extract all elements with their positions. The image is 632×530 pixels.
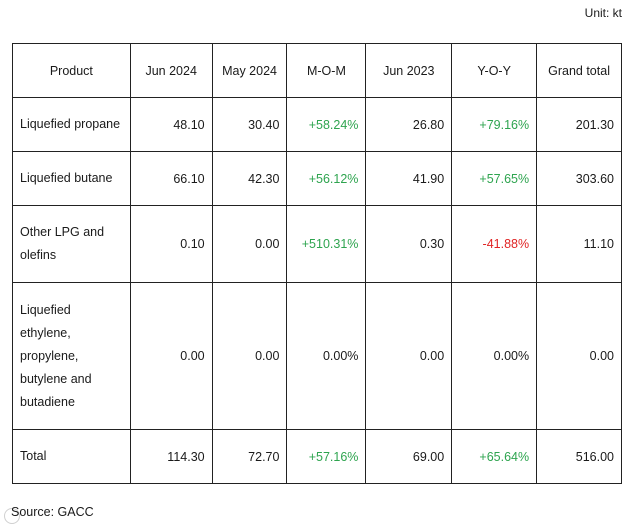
cell-mom: +58.24% (286, 97, 367, 152)
col-header-mom: M-O-M (286, 43, 367, 98)
cell-jun-2023: 0.30 (365, 205, 453, 283)
cell-jun-2024: 66.10 (129, 151, 213, 206)
cell-jun-2024: 48.10 (129, 97, 213, 152)
cell-jun-2024: 0.00 (129, 282, 213, 430)
table-row: Liquefied propane 48.10 30.40 +58.24% 26… (12, 97, 622, 152)
cell-yoy: +57.65% (451, 151, 538, 206)
cell-grand-total: 11.10 (536, 205, 622, 283)
table-row: Liquefied butane 66.10 42.30 +56.12% 41.… (12, 151, 622, 206)
cell-product: Other LPG and olefins (12, 205, 131, 283)
cell-product: Liquefied butane (12, 151, 131, 206)
col-header-product: Product (12, 43, 131, 98)
cell-mom: +57.16% (286, 429, 367, 484)
cell-jun-2024: 114.30 (129, 429, 213, 484)
cell-jun-2023: 26.80 (365, 97, 453, 152)
cell-grand-total: 303.60 (536, 151, 622, 206)
cell-may-2024: 42.30 (211, 151, 288, 206)
cell-yoy: 0.00% (451, 282, 538, 430)
col-header-may-2024: May 2024 (211, 43, 288, 98)
cell-may-2024: 72.70 (211, 429, 288, 484)
cell-product: Liquefied ethylene, propylene, butylene … (12, 282, 131, 430)
cell-grand-total: 0.00 (536, 282, 622, 430)
cell-product: Liquefied propane (12, 97, 131, 152)
cell-grand-total: 201.30 (536, 97, 622, 152)
cell-mom: +510.31% (286, 205, 367, 283)
table-row: Other LPG and olefins 0.10 0.00 +510.31%… (12, 205, 622, 283)
cell-yoy: +65.64% (451, 429, 538, 484)
cell-jun-2023: 41.90 (365, 151, 453, 206)
lpg-import-table: Product Jun 2024 May 2024 M-O-M Jun 2023… (12, 43, 622, 484)
col-header-jun-2023: Jun 2023 (365, 43, 453, 98)
table-row-total: Total 114.30 72.70 +57.16% 69.00 +65.64%… (12, 429, 622, 484)
cell-jun-2024: 0.10 (129, 205, 213, 283)
cell-yoy: +79.16% (451, 97, 538, 152)
cell-may-2024: 0.00 (211, 282, 288, 430)
col-header-yoy: Y-O-Y (451, 43, 538, 98)
cell-product: Total (12, 429, 131, 484)
cell-may-2024: 30.40 (211, 97, 288, 152)
cell-mom: +56.12% (286, 151, 367, 206)
cell-jun-2023: 0.00 (365, 282, 453, 430)
table-row: Liquefied ethylene, propylene, butylene … (12, 282, 622, 430)
cell-grand-total: 516.00 (536, 429, 622, 484)
col-header-jun-2024: Jun 2024 (129, 43, 213, 98)
cell-may-2024: 0.00 (211, 205, 288, 283)
col-header-grand-total: Grand total (536, 43, 622, 98)
unit-label: Unit: kt (584, 6, 622, 20)
cell-mom: 0.00% (286, 282, 367, 430)
header-row: Product Jun 2024 May 2024 M-O-M Jun 2023… (12, 43, 622, 98)
cell-yoy: -41.88% (451, 205, 538, 283)
source-note: Source: GACC (11, 505, 94, 519)
cell-jun-2023: 69.00 (365, 429, 453, 484)
